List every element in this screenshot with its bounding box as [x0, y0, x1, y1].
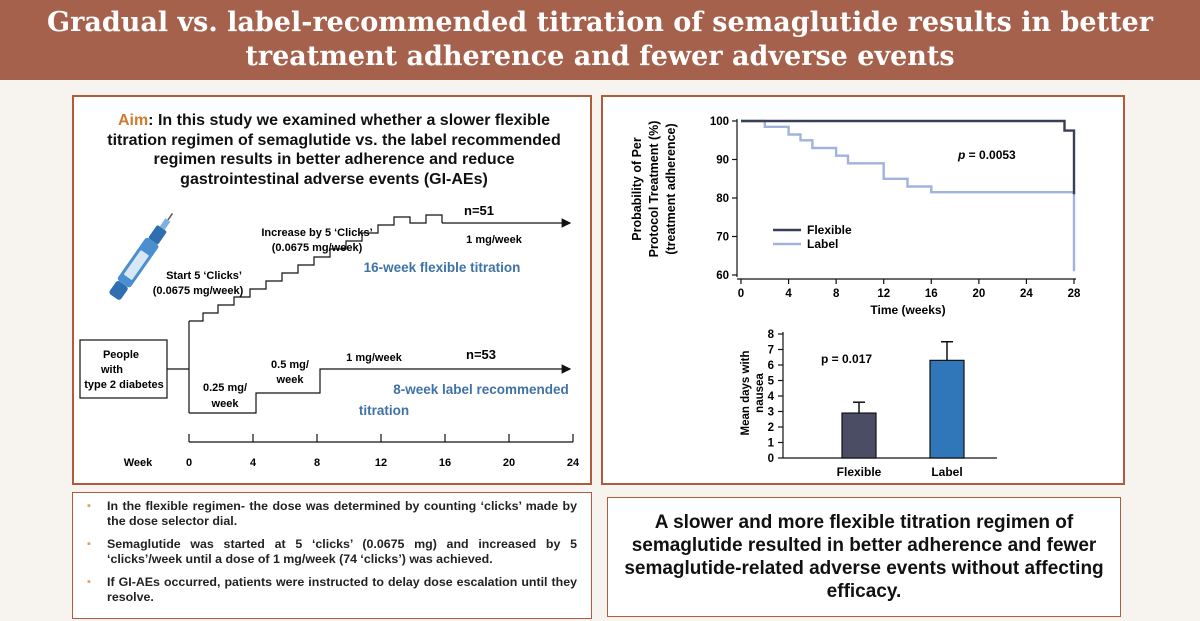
population-label-line2: with [100, 364, 123, 376]
aim-text: : In this study we examined whether a sl… [107, 112, 561, 188]
week-tick-label: 8 [314, 457, 320, 469]
label-dose-2-line2: week [276, 374, 305, 386]
adherence-y-tick-label: 70 [716, 232, 729, 244]
nausea-chart-bars: Flexible Label [837, 341, 965, 479]
flexible-start-label-line1: Start 5 ‘Clicks’ [166, 270, 242, 282]
population-label-line1: People [103, 349, 139, 361]
legend-label-label: Label [807, 237, 838, 251]
results-panel: 60 70 80 90 100 0 4 8 12 16 20 24 28 Probability of … [601, 95, 1125, 485]
nausea-y-tick-label: 2 [768, 422, 774, 434]
week-axis-label: Week [124, 457, 153, 469]
adherence-y-tick-label: 80 [716, 193, 729, 205]
methods-bullet-list: ▪ In the flexible regimen- the dose was d… [73, 493, 591, 605]
label-dose-1-line1: 0.25 mg/ [203, 382, 247, 394]
nausea-ylabel-line1: Mean days with [740, 351, 752, 436]
adherence-ylabel-line3: (treatment adherence) [664, 123, 678, 254]
adherence-legend: Flexible Label [773, 223, 852, 251]
conclusion-text: A slower and more flexible titration reg… [624, 512, 1104, 602]
nausea-y-tick-label: 7 [768, 345, 774, 357]
adherence-ylabel-line2: Protocol Treatment (%) [647, 121, 661, 258]
bullet-marker: ▪ [87, 538, 91, 550]
week-tick-label: 24 [567, 457, 580, 469]
bullet-marker: ▪ [87, 576, 91, 588]
aim-label: Aim [117, 112, 149, 129]
population-label-line3: type 2 diabetes [84, 379, 163, 391]
list-item: ▪ If GI-AEs occurred, patients were instr… [87, 575, 577, 605]
adherence-line-label [741, 119, 1076, 272]
adherence-chart-axes: 60 70 80 90 100 0 4 8 12 16 20 24 28 [710, 116, 1081, 300]
label-n: n=53 [466, 347, 496, 362]
flexible-increase-label-line1: Increase by 5 ‘Clicks’ [261, 227, 372, 239]
page-title: Gradual vs. label-recommended titration … [47, 7, 1153, 72]
adherence-x-tick-label: 8 [833, 288, 840, 300]
adherence-x-tick-label: 20 [972, 288, 985, 300]
bullet-text: Semaglutide was started at 5 ‘clicks’ (0… [107, 537, 577, 566]
aim-statement: Aim: In this study we examined whether a… [74, 111, 594, 189]
nausea-y-tick-label: 4 [768, 391, 775, 403]
flexible-n: n=51 [464, 203, 494, 218]
nausea-p-value: p = 0.017 [821, 352, 872, 366]
methods-notes-panel: ▪ In the flexible regimen- the dose was d… [72, 492, 592, 619]
nausea-y-tick-label: 8 [768, 329, 775, 341]
nausea-y-tick-label: 5 [768, 376, 775, 388]
nausea-category-label: Flexible [837, 465, 882, 479]
nausea-y-tick-label: 1 [768, 438, 775, 450]
label-regimen-name-line2: titration [359, 403, 409, 418]
nausea-bar-flexible [841, 412, 877, 459]
adherence-line-flexible [741, 119, 1076, 195]
week-axis-ticks: 0 4 8 12 16 20 24 [186, 434, 580, 469]
flexible-increase-label-line2: (0.0675 mg/week) [272, 242, 363, 254]
adherence-x-tick-label: 24 [1020, 288, 1033, 300]
adherence-p-value-text: = 0.0053 [965, 148, 1016, 162]
legend-label-flexible: Flexible [807, 223, 852, 237]
label-regimen-name-line1: 8-week label recommended [393, 382, 569, 397]
flexible-end-dose: 1 mg/week [466, 234, 523, 246]
adherence-chart-series [741, 119, 1076, 272]
bullet-text: If GI-AEs occurred, patients were instru… [107, 575, 577, 604]
nausea-y-tick-label: 0 [768, 453, 774, 465]
adherence-y-tick-label: 100 [710, 116, 729, 128]
nausea-y-tick-label: 3 [768, 407, 774, 419]
header-banner: Gradual vs. label-recommended titration … [0, 0, 1200, 80]
titration-diagram: People with type 2 diabetes n=51 Increas… [79, 203, 580, 469]
adherence-p-value: p = 0.0053 [957, 148, 1016, 162]
adherence-x-tick-label: 12 [877, 288, 890, 300]
adherence-y-tick-label: 90 [716, 155, 729, 167]
adherence-x-tick-label: 28 [1068, 288, 1081, 300]
adherence-ylabel-line1: Probability of Per [630, 137, 644, 241]
list-item: ▪ In the flexible regimen- the dose was d… [87, 499, 577, 529]
adherence-xlabel: Time (weeks) [870, 303, 945, 317]
bullet-marker: ▪ [87, 500, 91, 512]
adherence-x-tick-label: 16 [925, 288, 938, 300]
label-dose-3: 1 mg/week [346, 352, 403, 364]
bullet-text: In the flexible regimen- the dose was de… [107, 499, 577, 528]
week-tick-label: 4 [250, 457, 257, 469]
week-tick-label: 20 [503, 457, 515, 469]
nausea-y-tick-label: 6 [768, 360, 774, 372]
flexible-start-label-line2: (0.0675 mg/week) [153, 285, 244, 297]
adherence-x-tick-label: 4 [785, 288, 792, 300]
label-titration-staircase [189, 364, 572, 414]
nausea-bar-label [929, 359, 965, 459]
nausea-chart-axes: 0 1 2 3 4 5 6 7 8 [768, 329, 997, 465]
population-box [79, 339, 168, 399]
study-design-panel: Aim: In this study we examined whether a… [72, 95, 592, 485]
flexible-regimen-name: 16-week flexible titration [364, 260, 521, 275]
injection-pen-icon [109, 213, 174, 300]
adherence-y-tick-label: 60 [716, 270, 729, 282]
label-dose-1-line2: week [211, 398, 240, 410]
week-tick-label: 12 [375, 457, 387, 469]
week-tick-label: 16 [439, 457, 451, 469]
conclusion-panel: A slower and more flexible titration reg… [607, 497, 1121, 617]
nausea-ylabel-line2: nausea [754, 373, 766, 413]
nausea-category-label: Label [931, 465, 962, 479]
week-tick-label: 0 [186, 457, 192, 469]
label-dose-2-line1: 0.5 mg/ [271, 359, 309, 371]
list-item: ▪ Semaglutide was started at 5 ‘clicks’ (… [87, 537, 577, 567]
adherence-x-tick-label: 0 [738, 288, 744, 300]
